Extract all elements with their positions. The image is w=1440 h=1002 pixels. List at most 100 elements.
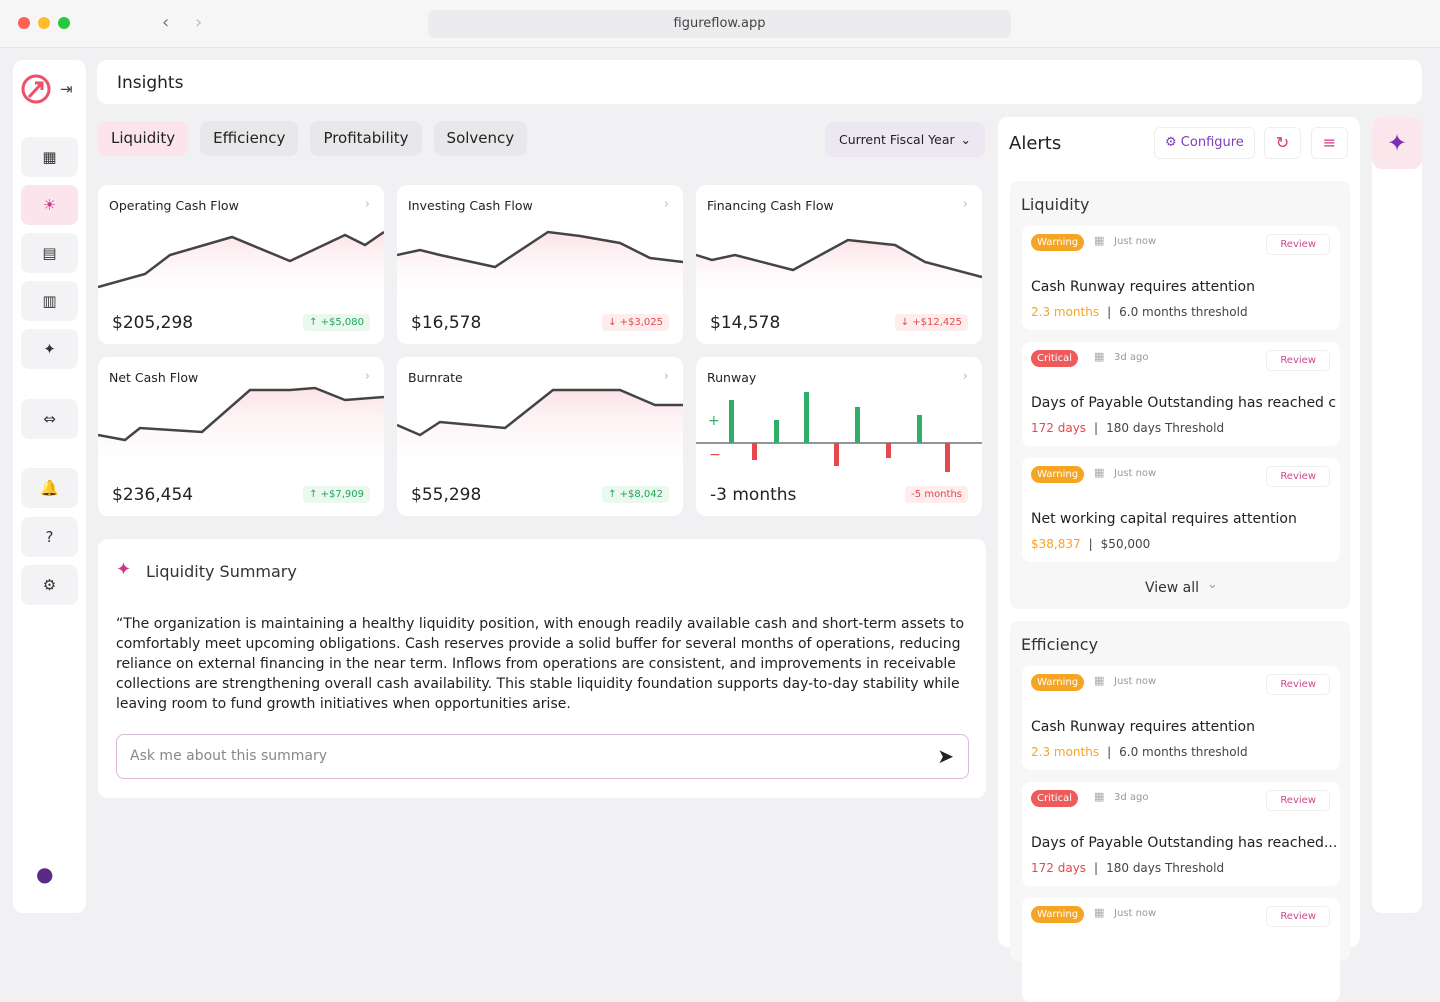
review[interactable]: Review [1266,790,1330,811]
refresh[interactable]: ↻ [1264,127,1301,159]
filter[interactable]: ≡ [1311,127,1348,159]
delta-value: +$8,042 [619,489,663,500]
collapse[interactable]: ⇥ [60,80,73,98]
threshold: 180 days Threshold [1106,421,1225,435]
review[interactable]: Review [1266,466,1330,487]
nav-item[interactable]: ⇔ [21,399,78,439]
nav-item[interactable]: ☀ [21,185,78,225]
delta: ↑ +$8,042 [602,486,669,503]
time: Just now [1114,676,1157,687]
card-title: Runway [707,370,757,385]
minimize[interactable] [38,17,50,29]
arrow: ↑ [309,317,321,328]
sparkline [98,230,384,305]
send[interactable]: ➤ [937,744,954,768]
message: Days of Payable Outstanding has reached … [1031,395,1336,411]
arrow: ↑ [309,489,321,500]
tab[interactable]: Solvency [433,121,528,156]
kpi-card[interactable]: Burnrate › $55,298 ↑ +$8,042 [397,357,683,516]
delta-value: +$7,909 [320,489,364,500]
metric: $38,837 [1031,537,1081,551]
kpi-card[interactable]: Financing Cash Flow › $14,578 ↓ +$12,425 [696,185,982,344]
nav-item[interactable]: ▥ [21,281,78,321]
kpi-card[interactable]: Net Cash Flow › $236,454 ↑ +$7,909 [98,357,384,516]
logo [21,74,51,104]
review[interactable]: Review [1266,234,1330,255]
ai-button[interactable]: ✦ [1372,117,1422,169]
delta: ↓ +$3,025 [602,314,669,331]
nav-item[interactable]: ▦ [21,137,78,177]
metric-row: 172 days | 180 days Threshold [1031,421,1224,435]
nav-item[interactable]: ⚙ [21,565,78,605]
delta-value: +$3,025 [619,317,663,328]
badge: Warning [1031,674,1085,691]
alert-card: Warning ▦ Just now Review Net working capita… [1022,458,1340,562]
zoom[interactable] [58,17,70,29]
nav-item[interactable]: ▤ [21,233,78,273]
alert-card: Critical ▦ 3d ago Review Days of Payable Out… [1022,782,1340,886]
profile[interactable]: ● [36,862,54,886]
arrow: ↓ [608,317,620,328]
ai-panel: ✦ [1372,117,1422,913]
forward[interactable]: › [195,12,203,33]
card-value: $236,454 [112,485,194,505]
browser-bar: ‹ › figureflow.app [0,0,1440,48]
kpi-card[interactable]: + − Runway › -3 months -5 months [696,357,982,516]
calendar: ▦ [1094,234,1105,247]
url: figureflow.app [673,16,766,31]
alerts-title: Alerts [1009,133,1062,154]
address-bar[interactable]: figureflow.app [428,10,1011,38]
minus: − [709,447,721,463]
delta: -5 months [905,486,968,503]
plus: + [708,413,720,429]
line [98,386,384,442]
review[interactable]: Review [1266,906,1330,927]
kpi-card[interactable]: Investing Cash Flow › $16,578 ↓ +$3,025 [397,185,683,344]
sparkline [397,388,683,477]
review[interactable]: Review [1266,674,1330,695]
metric: 172 days [1031,421,1087,435]
message: Days of Payable Outstanding has reached.… [1031,835,1336,851]
close[interactable] [18,17,30,29]
tab[interactable]: Liquidity [98,121,189,156]
badge: Critical [1031,790,1078,807]
separator: | [1107,745,1112,759]
view-all[interactable]: View all [1145,580,1200,596]
nav-item[interactable]: ✦ [21,329,78,369]
period-select[interactable]: Current Fiscal Year ⌄ [825,122,985,157]
area [98,388,384,477]
time: Just now [1114,468,1157,479]
time: Just now [1114,236,1157,247]
configure[interactable]: ⚙ Configure [1154,127,1255,159]
chevron: › [663,197,669,212]
nav-item[interactable]: ? [21,517,78,557]
message: Net working capital requires attention [1031,511,1297,527]
card-value: $205,298 [112,313,194,333]
bar [917,415,922,443]
line [397,388,683,437]
delta: ↑ +$7,909 [303,486,370,503]
kpi-card[interactable]: Operating Cash Flow › $205,298 ↑ +$5,080 [98,185,384,344]
calendar: ▦ [1094,350,1105,363]
review[interactable]: Review [1266,350,1330,371]
delta: ↑ +$5,080 [303,314,370,331]
nav-item[interactable]: 🔔 [21,468,78,508]
page-title: Insights [117,73,184,93]
tab[interactable]: Efficiency [200,121,299,156]
ask-input[interactable]: Ask me about this summary ➤ [116,734,969,779]
calendar: ▦ [1094,674,1105,687]
bar [886,443,891,458]
back[interactable]: ‹ [162,12,170,33]
metric: 2.3 months [1031,305,1100,319]
card-value: -3 months [710,485,797,505]
configure-label: Configure [1180,135,1244,150]
line [397,230,683,269]
chevron: › [663,369,669,384]
time: 3d ago [1114,352,1149,363]
period: Current Fiscal Year [839,132,955,147]
delta-value: -5 months [911,489,962,500]
sparkline [397,230,683,305]
badge: Critical [1031,350,1078,367]
bar [752,443,757,460]
tab[interactable]: Profitability [310,121,422,156]
